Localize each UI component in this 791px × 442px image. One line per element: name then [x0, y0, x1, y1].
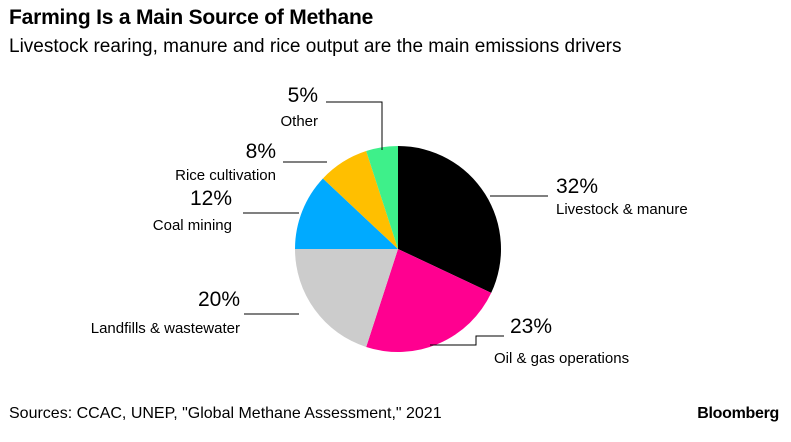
pie-slices	[294, 146, 502, 353]
slice-percent-rice-cultivation: 8%	[246, 140, 276, 163]
pie-slice-rice-cultivation	[322, 151, 398, 249]
pie-slice-coal-mining	[295, 178, 398, 249]
slice-percent-landfills-and-wastewater: 20%	[198, 288, 240, 311]
pie-slice-other	[366, 146, 398, 249]
source-note: Sources: CCAC, UNEP, "Global Methane Ass…	[9, 405, 442, 422]
leader-line-oil-and-gas-operations	[430, 335, 504, 346]
pie-slice-landfills-and-wastewater	[294, 249, 398, 347]
slice-percent-coal-mining: 12%	[190, 187, 232, 210]
pie-slice-livestock-and-manure	[398, 146, 502, 293]
pie-slice-oil-and-gas-operations	[366, 249, 492, 353]
slice-label-landfills-and-wastewater: Landfills & wastewater	[91, 320, 240, 337]
chart-subtitle: Livestock rearing, manure and rice outpu…	[9, 36, 622, 57]
slice-labels: 32% Livestock & manure 23% Oil & gas operat…	[91, 84, 688, 367]
slice-label-livestock-and-manure: Livestock & manure	[556, 201, 688, 218]
slice-percent-oil-and-gas-operations: 23%	[510, 315, 552, 338]
leader-lines	[243, 101, 548, 346]
leader-line-other	[326, 101, 383, 150]
slice-label-other: Other	[280, 113, 318, 130]
slice-percent-other: 5%	[288, 84, 318, 107]
slice-percent-livestock-and-manure: 32%	[556, 175, 598, 198]
slice-label-rice-cultivation: Rice cultivation	[175, 167, 276, 184]
slice-label-oil-and-gas-operations: Oil & gas operations	[494, 350, 629, 367]
slice-label-coal-mining: Coal mining	[153, 217, 232, 234]
chart-title: Farming Is a Main Source of Methane	[9, 6, 374, 29]
bloomberg-logo: Bloomberg	[697, 405, 779, 422]
